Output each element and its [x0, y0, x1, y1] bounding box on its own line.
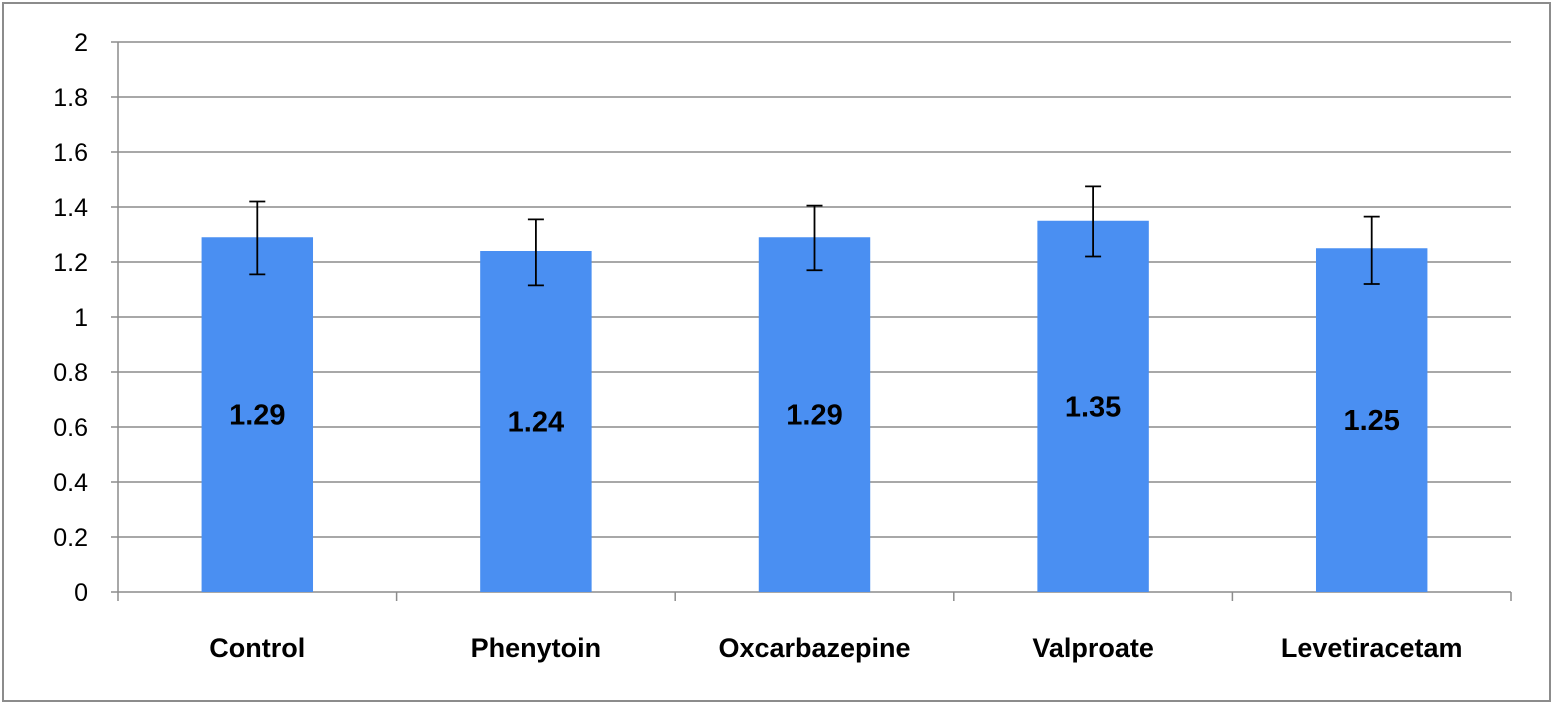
x-category-label: Valproate	[1032, 633, 1154, 663]
bar-value-label: 1.24	[508, 407, 564, 439]
bar-value-label: 1.29	[786, 400, 842, 432]
bar-value-label: 1.29	[229, 400, 285, 432]
bar	[1315, 248, 1428, 592]
y-tick-label: 2	[74, 29, 88, 57]
y-tick-label: 1.2	[53, 249, 88, 277]
x-category-label: Levetiracetam	[1281, 633, 1463, 663]
bar-value-label: 1.35	[1065, 391, 1121, 423]
bar	[201, 237, 314, 592]
bars	[201, 220, 1428, 592]
bar	[480, 251, 592, 592]
y-tick-label: 0.8	[53, 359, 88, 387]
y-tick-label: 1.8	[53, 84, 88, 112]
y-tick-label: 0.6	[53, 414, 88, 442]
y-tick-label: 0.2	[53, 524, 88, 552]
x-category-label: Phenytoin	[471, 633, 602, 663]
bar	[1037, 220, 1149, 592]
x-category-labels: Control Phenytoin Oxcarbazepine Valproate Le…	[209, 633, 1462, 663]
bar	[758, 237, 871, 592]
y-tick-label: 1.4	[53, 194, 88, 222]
y-tick-label: 1.6	[53, 139, 88, 167]
y-tick-label: 1	[74, 304, 88, 332]
bar-value-labels: 1.29 1.24 1.29 1.35 1.25	[229, 391, 1400, 438]
y-tick-label: 0	[74, 579, 88, 607]
y-tick-label: 0.4	[53, 469, 88, 497]
y-tick-labels: 0 0.2 0.4 0.6 0.8 1 1.2 1.4 1.6 1.8 2	[53, 29, 88, 607]
bar-value-label: 1.25	[1343, 405, 1399, 437]
x-category-label: Control	[209, 633, 305, 663]
x-category-label: Oxcarbazepine	[718, 633, 910, 663]
bar-chart: 00.20.40.60.811.21.41.61.82 1.29 1.24 1.29…	[53, 29, 1512, 663]
error-bars	[249, 185, 1380, 287]
